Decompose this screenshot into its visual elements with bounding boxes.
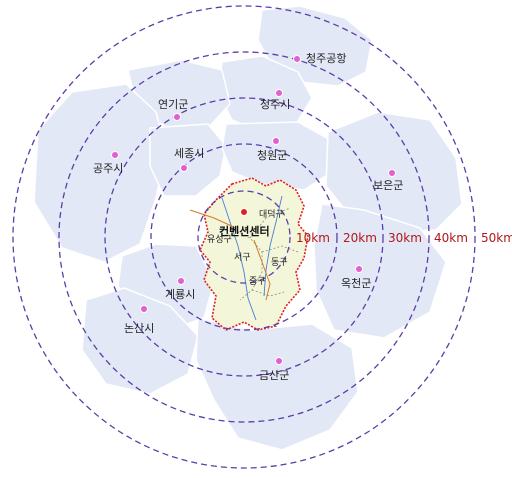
region-geumsan (196, 318, 358, 450)
marker-gongju[interactable] (112, 152, 119, 159)
label-sejong: 세종시 (174, 147, 204, 160)
marker-okcheon[interactable] (356, 266, 363, 273)
marker-cheongju[interactable] (276, 90, 283, 97)
marker-geumsan[interactable] (276, 358, 283, 365)
daejeon-boundary (200, 178, 308, 330)
label-cheongju-airport: 청주공항 (306, 52, 346, 65)
label-yeongi: 연기군 (158, 98, 188, 111)
label-cheongwon: 청원군 (257, 149, 287, 162)
convention-center-marker[interactable] (241, 209, 248, 216)
marker-boeun[interactable] (389, 170, 396, 177)
label-gyeryong: 계룡시 (165, 288, 195, 301)
ring-label-40km: 40km (434, 231, 468, 245)
label-okcheon: 옥천군 (341, 276, 371, 290)
label-cheongju: 청주시 (260, 98, 290, 111)
marker-sejong[interactable] (181, 165, 188, 172)
label-boeun: 보은군 (373, 179, 403, 192)
ring-label-20km: 20km (343, 231, 377, 245)
ring-label-50km: 50km (481, 231, 512, 245)
marker-yeongi[interactable] (174, 114, 181, 121)
region-sejong (150, 124, 226, 196)
label-gongju: 공주시 (93, 162, 123, 175)
ring-labels: 10km 20km 30km 40km 50km (296, 231, 512, 245)
marker-cheongju-airport[interactable] (294, 56, 301, 63)
ring-label-30km: 30km (388, 231, 422, 245)
convention-center-label: 컨벤션센터 (219, 224, 270, 238)
marker-cheongwon[interactable] (273, 138, 280, 145)
label-geumsan: 금산군 (259, 369, 289, 382)
label-daedeok: 대덕구 (259, 209, 284, 220)
label-jung: 중구 (249, 276, 266, 287)
marker-gyeryong[interactable] (178, 278, 185, 285)
label-nonsan: 논산시 (124, 322, 154, 335)
marker-nonsan[interactable] (141, 306, 148, 313)
label-seo: 서구 (234, 252, 251, 263)
label-dong: 동구 (271, 257, 288, 268)
ring-label-10km: 10km (296, 231, 330, 245)
